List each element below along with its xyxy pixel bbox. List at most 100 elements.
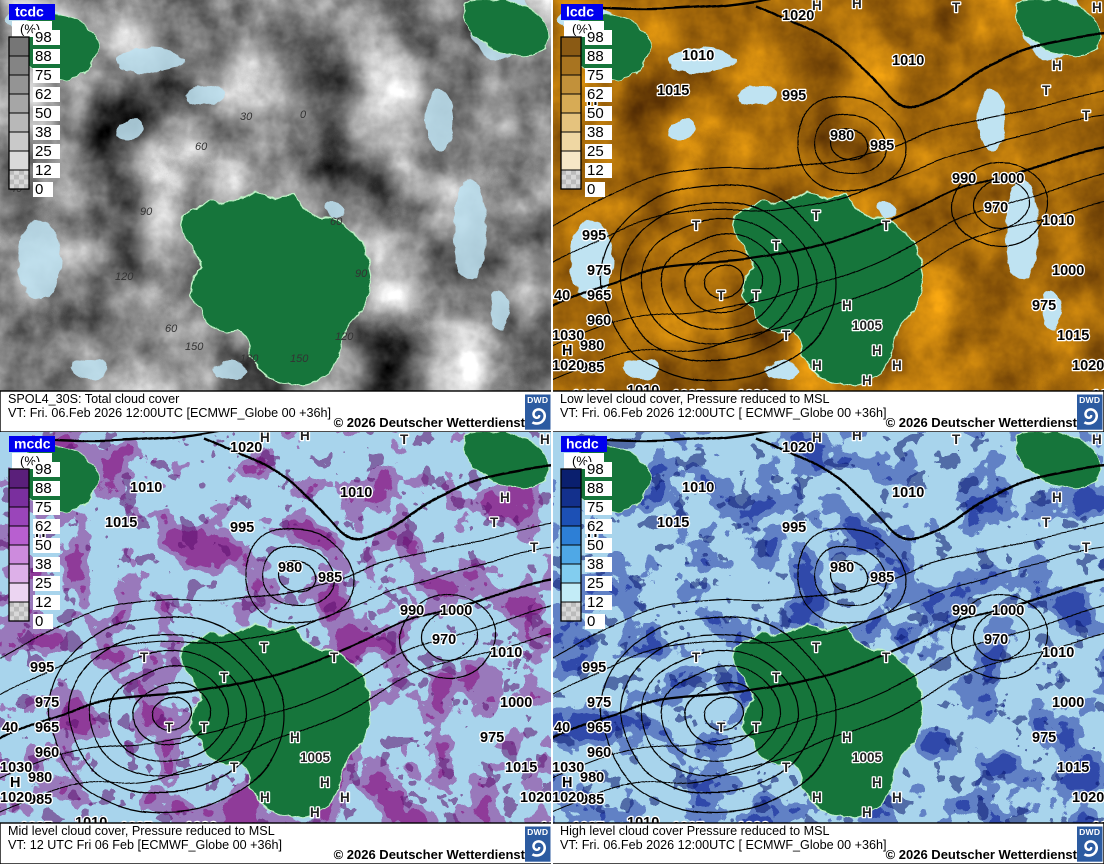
svg-text:60: 60: [330, 216, 343, 228]
svg-text:High level cloud cover Pressur: High level cloud cover Pressure reduced …: [560, 824, 830, 838]
svg-text:T: T: [165, 720, 174, 735]
svg-text:T: T: [782, 328, 791, 343]
svg-text:H: H: [540, 432, 550, 447]
svg-text:H: H: [852, 0, 862, 11]
svg-text:98: 98: [35, 461, 52, 478]
svg-text:VT: 12 UTC Fri 06 Feb [ECMWF_: VT: 12 UTC Fri 06 Feb [ECMWF_Globe 00 +3…: [8, 838, 282, 852]
svg-text:50: 50: [35, 105, 52, 122]
svg-text:30: 30: [240, 111, 253, 123]
svg-text:50: 50: [35, 537, 52, 554]
svg-text:Mid level cloud cover, Pressur: Mid level cloud cover, Pressure reduced …: [8, 824, 275, 838]
svg-text:H: H: [500, 490, 510, 505]
svg-text:38: 38: [35, 124, 52, 141]
svg-text:H: H: [1052, 58, 1062, 73]
svg-text:H: H: [812, 358, 822, 373]
svg-text:62: 62: [35, 86, 52, 103]
svg-text:H: H: [872, 775, 882, 790]
svg-text:H: H: [340, 790, 350, 805]
svg-text:T: T: [752, 288, 761, 303]
svg-text:T: T: [1042, 515, 1051, 530]
svg-text:H: H: [1052, 490, 1062, 505]
svg-text:75: 75: [587, 67, 604, 84]
svg-text:© 2026 Deutscher Wetterdienst: © 2026 Deutscher Wetterdienst: [886, 847, 1078, 862]
svg-text:T: T: [530, 540, 539, 555]
svg-text:25: 25: [35, 575, 52, 592]
svg-text:H: H: [320, 775, 330, 790]
svg-text:120: 120: [335, 331, 354, 343]
svg-text:150: 150: [290, 353, 309, 365]
svg-text:H: H: [862, 805, 872, 820]
svg-text:VT: Fri. 06.Feb 2026 12:00UTC: VT: Fri. 06.Feb 2026 12:00UTC [ ECMWF_Gl…: [560, 406, 887, 420]
svg-text:0: 0: [587, 181, 595, 198]
svg-text:75: 75: [35, 67, 52, 84]
svg-text:T: T: [952, 432, 961, 447]
svg-text:lcdc: lcdc: [566, 4, 594, 20]
svg-text:0: 0: [587, 613, 595, 630]
svg-text:H: H: [862, 373, 872, 388]
svg-text:150: 150: [185, 341, 204, 353]
svg-text:75: 75: [587, 499, 604, 516]
svg-text:T: T: [882, 650, 891, 665]
svg-text:12: 12: [35, 162, 52, 179]
svg-text:50: 50: [587, 105, 604, 122]
svg-text:T: T: [952, 0, 961, 15]
svg-text:12: 12: [587, 162, 604, 179]
svg-text:98: 98: [587, 29, 604, 46]
svg-text:88: 88: [587, 48, 604, 65]
svg-text:H: H: [812, 790, 822, 805]
svg-text:90: 90: [140, 206, 153, 218]
svg-text:T: T: [692, 650, 701, 665]
svg-text:12: 12: [587, 594, 604, 611]
svg-text:T: T: [782, 760, 791, 775]
svg-text:38: 38: [35, 556, 52, 573]
svg-text:88: 88: [35, 48, 52, 65]
svg-text:VT: Fri. 06.Feb 2026 12:00UTC: VT: Fri. 06.Feb 2026 12:00UTC [ ECMWF_Gl…: [560, 838, 887, 852]
svg-text:hcdc: hcdc: [566, 436, 599, 452]
svg-text:© 2026 Deutscher Wetterdienst: © 2026 Deutscher Wetterdienst: [886, 415, 1078, 430]
svg-text:180: 180: [240, 353, 259, 365]
svg-text:0: 0: [35, 613, 43, 630]
svg-text:© 2026 Deutscher Wetterdienst: © 2026 Deutscher Wetterdienst: [334, 847, 526, 862]
svg-text:75: 75: [35, 499, 52, 516]
svg-text:H: H: [892, 790, 902, 805]
svg-text:25: 25: [35, 143, 52, 160]
svg-text:VT: Fri. 06.Feb 2026 12:00UTC: VT: Fri. 06.Feb 2026 12:00UTC [ECMWF_Glo…: [8, 406, 331, 420]
svg-text:50: 50: [587, 537, 604, 554]
svg-text:H: H: [260, 432, 270, 445]
svg-text:Low level cloud cover, Pressur: Low level cloud cover, Pressure reduced …: [560, 392, 830, 406]
svg-text:H: H: [842, 298, 852, 313]
svg-text:H: H: [290, 730, 300, 745]
svg-text:T: T: [812, 208, 821, 223]
svg-text:T: T: [772, 238, 781, 253]
svg-text:62: 62: [587, 86, 604, 103]
svg-text:H: H: [260, 790, 270, 805]
svg-text:H: H: [300, 432, 310, 443]
svg-text:H: H: [892, 358, 902, 373]
svg-text:T: T: [260, 640, 269, 655]
svg-text:T: T: [812, 640, 821, 655]
svg-text:62: 62: [587, 518, 604, 535]
svg-text:tcdc: tcdc: [15, 4, 44, 20]
svg-text:T: T: [752, 720, 761, 735]
svg-text:T: T: [230, 760, 239, 775]
svg-text:H: H: [812, 432, 822, 445]
svg-text:mcdc: mcdc: [14, 436, 51, 452]
svg-text:T: T: [220, 670, 229, 685]
svg-text:T: T: [200, 720, 209, 735]
svg-text:25: 25: [587, 575, 604, 592]
svg-text:38: 38: [587, 124, 604, 141]
svg-text:1005: 1005: [852, 750, 883, 765]
svg-text:T: T: [140, 650, 149, 665]
svg-text:38: 38: [587, 556, 604, 573]
svg-text:T: T: [1042, 83, 1051, 98]
svg-text:1005: 1005: [852, 318, 883, 333]
svg-text:0: 0: [35, 181, 43, 198]
svg-text:12: 12: [35, 594, 52, 611]
svg-text:98: 98: [35, 29, 52, 46]
svg-text:T: T: [882, 218, 891, 233]
svg-text:88: 88: [35, 480, 52, 497]
svg-text:25: 25: [587, 143, 604, 160]
svg-text:T: T: [717, 720, 726, 735]
svg-text:1005: 1005: [300, 750, 331, 765]
svg-text:T: T: [1082, 108, 1091, 123]
